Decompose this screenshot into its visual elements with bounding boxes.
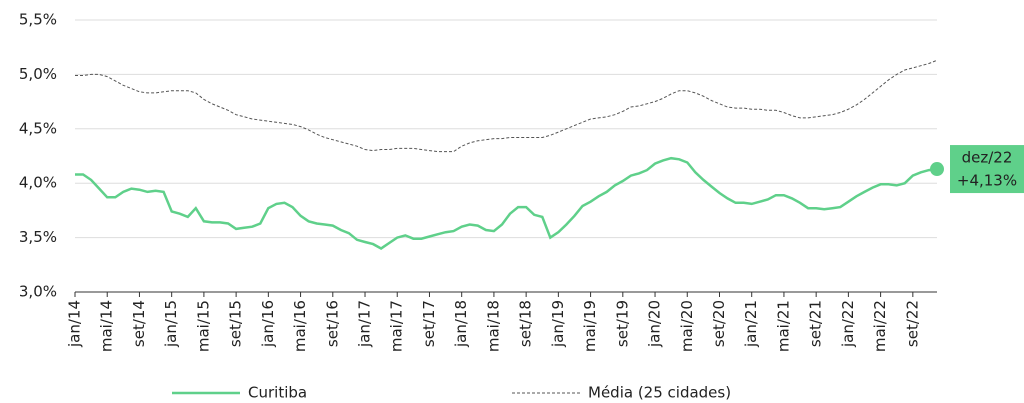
x-tick-label: jan/22	[839, 300, 857, 348]
y-tick-label: 4,5%	[19, 119, 57, 137]
series-line	[75, 156, 938, 250]
legend-label: Curitiba	[248, 384, 307, 402]
end-point	[930, 162, 944, 177]
x-tick-label: jan/16	[259, 300, 277, 348]
x-tick-label: set/18	[517, 300, 535, 347]
x-tick-label: jan/17	[356, 300, 374, 348]
annotation-date: dez/22	[962, 149, 1013, 167]
y-tick-label: 3,0%	[19, 283, 57, 301]
x-tick-label: mai/19	[581, 300, 599, 352]
x-tick-label: set/19	[613, 300, 631, 347]
series-line	[75, 59, 938, 153]
x-tick-label: jan/20	[646, 300, 664, 348]
x-tick-label: set/16	[323, 300, 341, 347]
x-tick-label: set/15	[227, 300, 245, 347]
y-tick-label: 3,5%	[19, 228, 57, 246]
x-tick-label: set/17	[420, 300, 438, 347]
x-tick-label: set/20	[710, 300, 728, 347]
x-tick-label: set/21	[807, 300, 825, 347]
x-tick-label: mai/20	[678, 300, 696, 352]
y-tick-label: 4,0%	[19, 174, 57, 192]
y-tick-label: 5,5%	[19, 11, 57, 29]
annotation-value: +4,13%	[957, 172, 1017, 190]
x-tick-label: mai/21	[774, 300, 792, 352]
x-tick-label: mai/16	[291, 300, 309, 352]
x-tick-label: jan/19	[549, 300, 567, 348]
x-tick-label: mai/22	[871, 300, 889, 352]
x-tick-label: jan/18	[452, 300, 470, 348]
x-tick-label: set/14	[130, 300, 148, 347]
x-tick-label: jan/21	[742, 300, 760, 348]
x-tick-label: set/22	[903, 300, 921, 347]
x-tick-label: mai/15	[194, 300, 212, 352]
legend-label: Média (25 cidades)	[588, 384, 731, 402]
annotation-box	[950, 145, 1024, 194]
x-tick-label: mai/18	[484, 300, 502, 352]
x-tick-label: jan/14	[66, 300, 84, 348]
x-tick-label: mai/17	[388, 300, 406, 352]
x-tick-label: jan/15	[162, 300, 180, 348]
x-tick-label: mai/14	[98, 300, 116, 352]
y-tick-label: 5,0%	[19, 65, 57, 83]
